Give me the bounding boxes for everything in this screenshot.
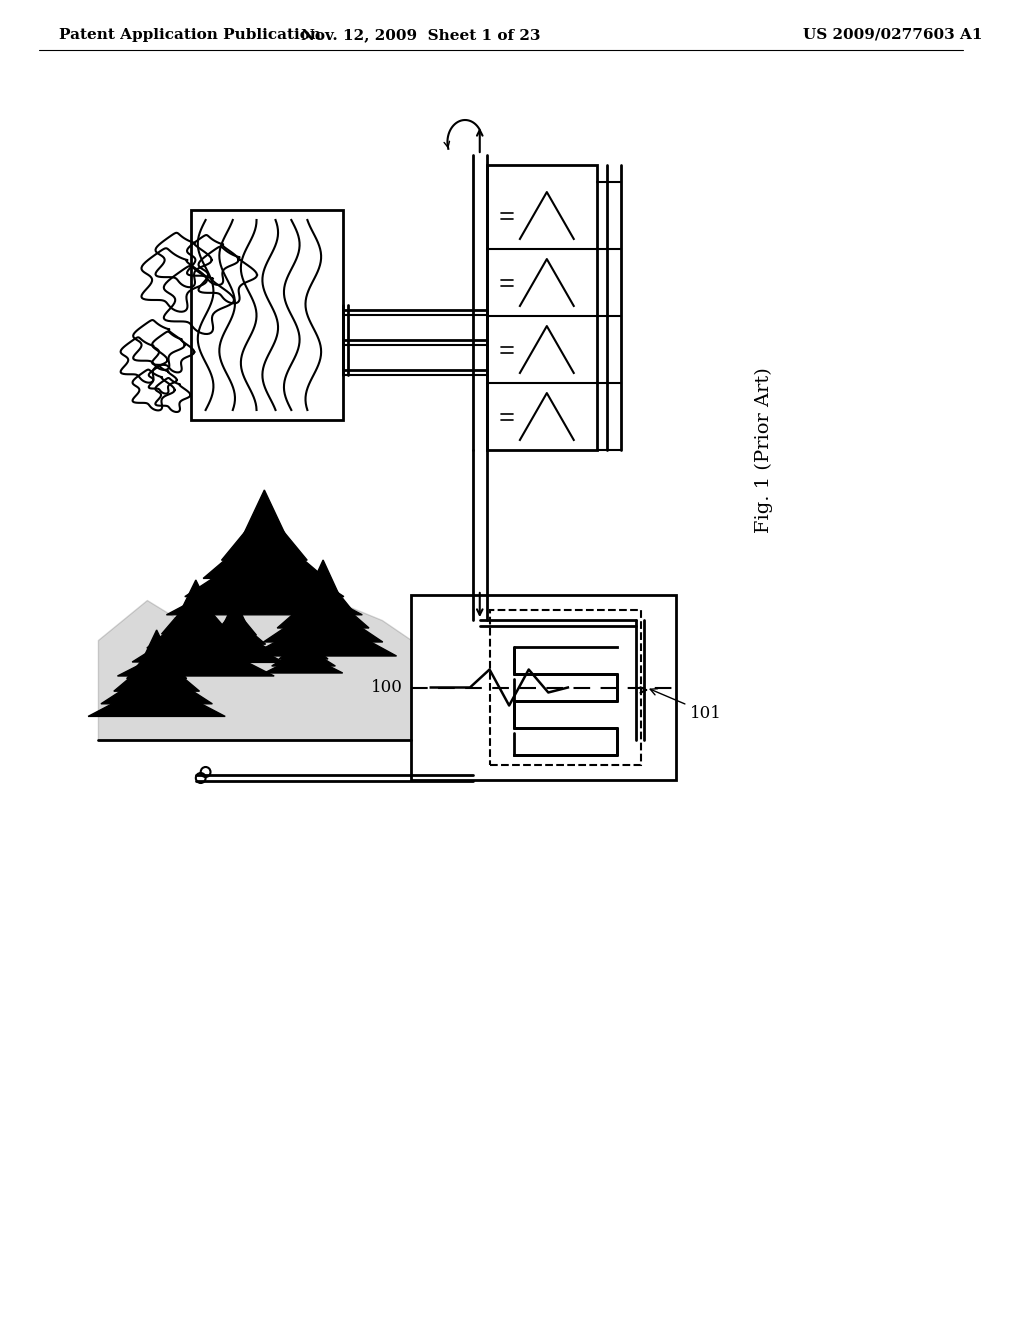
Text: 101: 101 bbox=[650, 689, 722, 722]
Polygon shape bbox=[305, 560, 341, 601]
Text: US 2009/0277603 A1: US 2009/0277603 A1 bbox=[803, 28, 982, 42]
Polygon shape bbox=[186, 636, 284, 663]
Polygon shape bbox=[139, 630, 174, 667]
Polygon shape bbox=[214, 609, 256, 635]
Polygon shape bbox=[203, 527, 326, 578]
Bar bbox=[190, 210, 343, 420]
Polygon shape bbox=[263, 602, 383, 642]
Polygon shape bbox=[271, 645, 335, 667]
Polygon shape bbox=[196, 627, 274, 653]
Polygon shape bbox=[114, 655, 200, 692]
Polygon shape bbox=[184, 545, 344, 597]
Polygon shape bbox=[162, 594, 230, 634]
Polygon shape bbox=[146, 609, 245, 648]
Polygon shape bbox=[240, 490, 289, 543]
Polygon shape bbox=[294, 624, 313, 645]
Polygon shape bbox=[264, 653, 343, 673]
Polygon shape bbox=[176, 579, 215, 620]
Text: Fig. 1 (Prior Art): Fig. 1 (Prior Art) bbox=[755, 367, 773, 533]
Text: 100: 100 bbox=[371, 678, 402, 696]
Polygon shape bbox=[280, 639, 328, 659]
Polygon shape bbox=[101, 668, 212, 704]
Polygon shape bbox=[250, 616, 396, 656]
Polygon shape bbox=[223, 601, 247, 626]
Bar bbox=[486, 165, 597, 450]
Polygon shape bbox=[291, 574, 355, 614]
Bar bbox=[412, 595, 676, 780]
Polygon shape bbox=[132, 622, 259, 663]
Polygon shape bbox=[221, 508, 307, 560]
Polygon shape bbox=[287, 632, 321, 652]
Text: Patent Application Publication: Patent Application Publication bbox=[58, 28, 321, 42]
Polygon shape bbox=[167, 562, 362, 615]
Polygon shape bbox=[127, 643, 186, 678]
Polygon shape bbox=[205, 618, 265, 644]
Polygon shape bbox=[88, 680, 225, 717]
Bar bbox=[489, 610, 641, 766]
Text: Nov. 12, 2009  Sheet 1 of 23: Nov. 12, 2009 Sheet 1 of 23 bbox=[301, 28, 541, 42]
Polygon shape bbox=[278, 587, 369, 628]
Polygon shape bbox=[118, 636, 274, 676]
